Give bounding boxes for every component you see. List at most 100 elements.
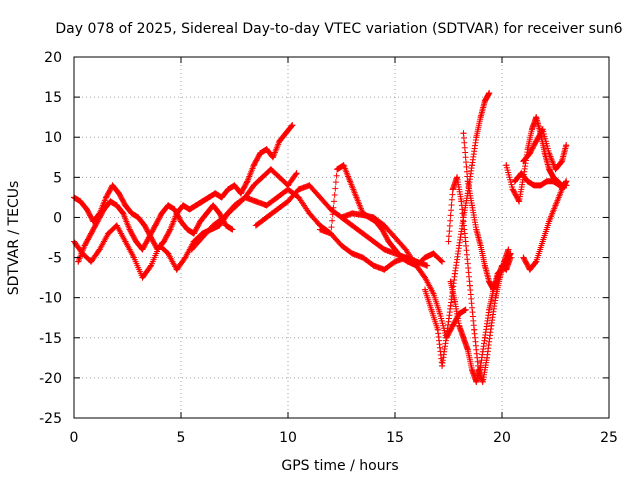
data-point (507, 254, 514, 261)
data-point (484, 354, 491, 361)
data-point (509, 186, 516, 193)
data-point (488, 322, 495, 329)
data-point (139, 274, 146, 281)
data-point (274, 206, 281, 213)
data-point (528, 126, 535, 133)
data-point (404, 258, 411, 265)
data-point (558, 158, 565, 165)
data-point (439, 362, 446, 369)
data-point (122, 238, 129, 245)
data-point (494, 274, 501, 281)
x-tick-label: 20 (493, 430, 511, 446)
chart-title: Day 078 of 2025, Sidereal Day-to-day VTE… (55, 21, 622, 37)
x-tick-label: 5 (177, 430, 186, 446)
data-point (122, 202, 129, 209)
data-point (447, 302, 454, 309)
data-point (479, 378, 486, 385)
data-point (451, 270, 458, 277)
data-point (539, 126, 546, 133)
data-point (456, 322, 463, 329)
data-point (546, 218, 553, 225)
data-point (477, 242, 484, 249)
data-point (556, 182, 563, 189)
data-point (100, 206, 107, 213)
data-point (503, 266, 510, 273)
data-point (421, 254, 428, 261)
tick-labels: 0 5 10 15 20 25 20 15 10 5 0 -5 -10 -15 -20 -25 (39, 50, 618, 446)
data-point (152, 222, 159, 229)
data-point (203, 210, 210, 217)
data-point (295, 186, 302, 193)
data-point (244, 178, 251, 185)
data-point (222, 222, 229, 229)
data-point (167, 226, 174, 233)
data-point (128, 210, 135, 217)
y-tick-label: 15 (44, 90, 62, 106)
data-point (334, 166, 341, 173)
data-point (88, 230, 95, 237)
data-point (263, 214, 270, 221)
series-arc-15 (511, 170, 570, 189)
y-axis-label: SDTVAR / TECUs (6, 181, 22, 296)
data-point (103, 194, 110, 201)
data-point (430, 250, 437, 257)
data-point (486, 306, 493, 313)
data-point (306, 210, 313, 217)
y-tick-label: 0 (53, 210, 62, 226)
y-tick-label: 5 (53, 170, 62, 186)
axis-ticks (73, 56, 610, 419)
data-point (381, 246, 388, 253)
data-point (379, 226, 386, 233)
data-point (443, 334, 450, 341)
data-point (385, 238, 392, 245)
x-tick-label: 25 (600, 430, 618, 446)
data-point (469, 366, 476, 373)
data-point (250, 162, 257, 169)
data-point (190, 238, 197, 245)
y-tick-label: -10 (39, 291, 62, 307)
data-point (503, 162, 510, 169)
data-point (533, 114, 540, 121)
data-point (190, 230, 197, 237)
data-point (126, 226, 133, 233)
data-point (338, 242, 345, 249)
data-point (477, 114, 484, 121)
data-point (83, 206, 90, 213)
data-point (229, 226, 236, 233)
data-point (347, 178, 354, 185)
data-point (199, 198, 206, 205)
data-point (285, 198, 291, 205)
series-arc-7 (338, 210, 469, 341)
data-point (402, 246, 409, 253)
data-point (392, 258, 398, 265)
data-point (145, 234, 152, 241)
data-point (550, 178, 557, 185)
data-point (317, 194, 324, 201)
data-point (552, 166, 559, 173)
data-point (252, 198, 259, 205)
data-point (120, 210, 127, 217)
data-point (546, 150, 553, 157)
data-point (392, 234, 398, 241)
data-point (109, 182, 116, 189)
data-point (349, 250, 356, 257)
data-point (531, 182, 538, 189)
data-point (464, 346, 471, 353)
data-point (282, 130, 289, 137)
data-point (462, 306, 469, 313)
data-point (518, 170, 525, 177)
data-point (449, 322, 456, 329)
data-point (456, 242, 463, 249)
data-point (242, 194, 249, 201)
data-point (392, 246, 398, 253)
data-point (158, 210, 165, 217)
data-point (445, 238, 452, 245)
data-point (225, 186, 232, 193)
data-point (370, 238, 377, 245)
data-point (197, 218, 204, 225)
data-point (231, 202, 238, 209)
data-point (481, 262, 488, 269)
data-point (563, 142, 570, 149)
data-point (434, 326, 441, 333)
